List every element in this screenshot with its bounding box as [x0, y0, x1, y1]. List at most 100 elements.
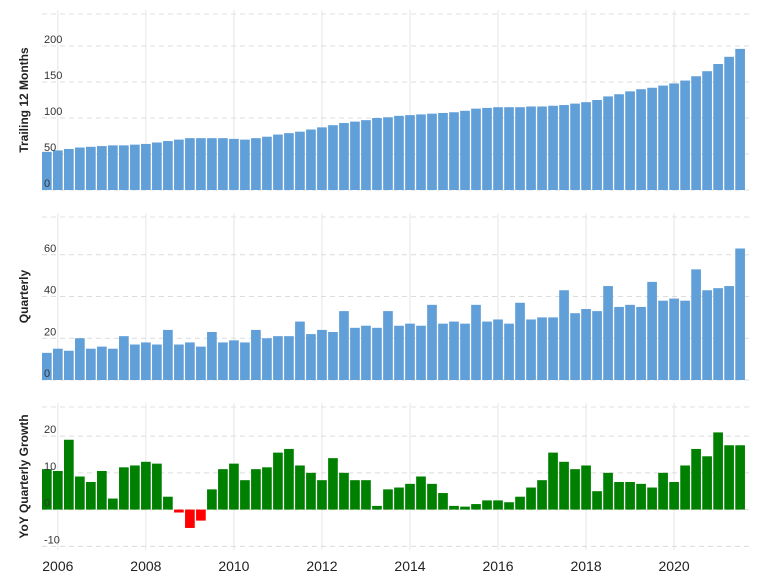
bar [548, 452, 558, 510]
bar [438, 323, 448, 380]
bar [42, 469, 52, 510]
bar [647, 281, 657, 380]
bar [735, 48, 745, 190]
bar [427, 304, 437, 380]
bar [724, 445, 734, 510]
bar [658, 85, 668, 190]
bar [163, 141, 173, 190]
bar [141, 143, 151, 190]
bar [482, 321, 492, 380]
bar [592, 100, 602, 190]
bar [625, 304, 635, 380]
bar [515, 107, 525, 190]
bar [141, 461, 151, 510]
bar [537, 106, 547, 190]
bar [185, 342, 195, 380]
bar [328, 125, 338, 190]
bar [163, 496, 173, 510]
bar [262, 338, 272, 380]
bar [658, 300, 668, 380]
bar [75, 338, 85, 380]
bar [251, 138, 261, 190]
bar [119, 145, 129, 190]
bar [460, 110, 470, 190]
bar [603, 472, 613, 510]
y-tick-label: 10 [44, 461, 56, 473]
bar [284, 336, 294, 380]
bar [361, 325, 371, 380]
bar [328, 331, 338, 380]
bar [669, 298, 679, 380]
bar [350, 480, 360, 510]
bar [97, 346, 107, 380]
bar [284, 133, 294, 190]
bar [438, 493, 448, 510]
bar [504, 107, 514, 190]
x-tick-label: 2008 [130, 558, 161, 574]
bar [317, 127, 327, 190]
bar [97, 470, 107, 510]
bar [570, 103, 580, 190]
bar [691, 269, 701, 380]
bar [163, 329, 173, 380]
bar [537, 317, 547, 380]
bar [669, 83, 679, 190]
bar [317, 480, 327, 510]
bar [64, 439, 74, 510]
bar [691, 76, 701, 190]
bar [207, 138, 217, 190]
bar [493, 500, 503, 510]
bar [405, 483, 415, 510]
bar [625, 482, 635, 510]
bar [196, 346, 206, 380]
bar [449, 321, 459, 380]
bar [559, 290, 569, 380]
bar [372, 118, 382, 190]
bar [130, 465, 140, 510]
bar [229, 340, 239, 380]
bar [218, 342, 228, 380]
y-axis-label: Quarterly [17, 269, 31, 323]
bar [273, 336, 283, 380]
bar [240, 139, 250, 190]
y-tick-label: 0 [44, 178, 50, 190]
bar [383, 311, 393, 380]
y-tick-label: 150 [44, 70, 62, 82]
y-tick-label: 20 [44, 424, 56, 436]
bar [152, 463, 162, 510]
bar [592, 311, 602, 380]
bar [108, 498, 118, 510]
y-tick-label: 200 [44, 34, 62, 46]
bar [603, 286, 613, 380]
bar [460, 506, 470, 510]
bar [119, 467, 129, 510]
bar [207, 489, 217, 510]
bar [669, 482, 679, 510]
bar [658, 472, 668, 510]
bar [394, 487, 404, 510]
bar [537, 480, 547, 510]
bar [614, 94, 624, 190]
bar [64, 148, 74, 190]
bar [735, 248, 745, 380]
x-tick-label: 2014 [394, 558, 425, 574]
bar [405, 323, 415, 380]
bar [680, 300, 690, 380]
bar [416, 476, 426, 510]
bar [185, 138, 195, 190]
bar [339, 311, 349, 380]
bar [581, 102, 591, 190]
bar [53, 348, 63, 380]
bar [306, 334, 316, 380]
bar [471, 304, 481, 380]
bar [724, 56, 734, 190]
bar [372, 327, 382, 380]
bar [240, 480, 250, 510]
bar [614, 306, 624, 380]
bar [636, 89, 646, 190]
bar [427, 113, 437, 190]
x-tick-label: 2020 [659, 558, 690, 574]
bar [284, 448, 294, 510]
bar [724, 286, 734, 380]
x-tick-label: 2018 [570, 558, 601, 574]
